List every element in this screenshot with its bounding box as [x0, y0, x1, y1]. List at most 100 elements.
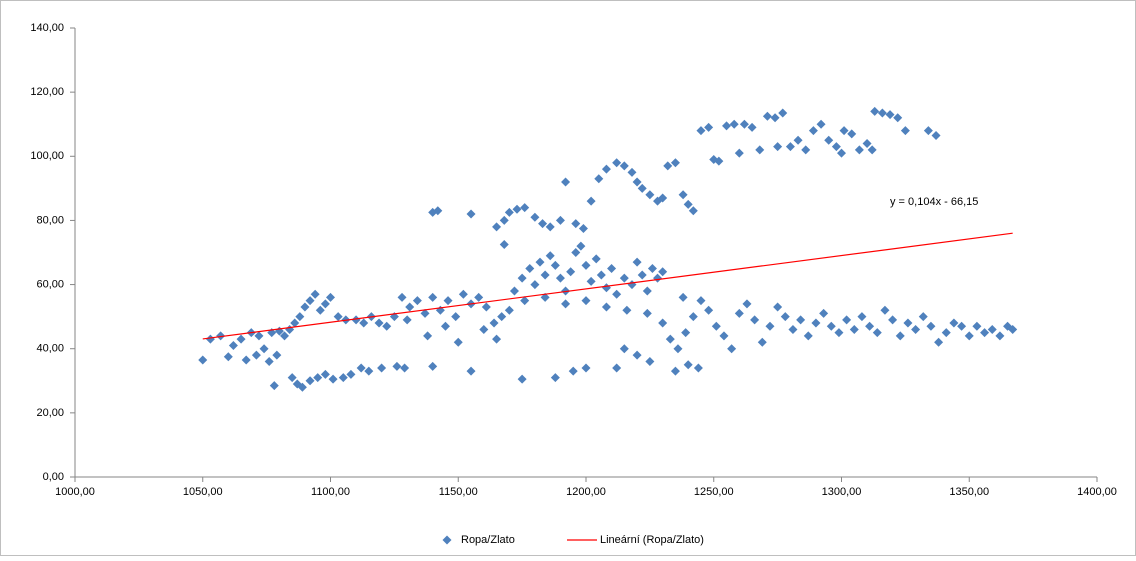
scatter-point: [297, 382, 307, 392]
scatter-point: [578, 223, 588, 233]
scatter-point: [451, 312, 461, 322]
scatter-point: [895, 331, 905, 341]
scatter-point: [205, 334, 215, 344]
scatter-point: [586, 276, 596, 286]
x-tick-label: 1200,00: [566, 486, 606, 498]
scatter-point: [443, 296, 453, 306]
scatter-point: [619, 344, 629, 354]
scatter-point: [796, 315, 806, 325]
scatter-point: [586, 196, 596, 206]
scatter-point: [645, 357, 655, 367]
legend-marker: [442, 535, 452, 545]
scatter-point: [903, 318, 913, 328]
legend-label: Lineární (Ropa/Zlato): [600, 534, 704, 546]
scatter-point: [272, 350, 282, 360]
scatter-point: [619, 273, 629, 283]
scatter-point: [778, 108, 788, 118]
scatter-point: [315, 305, 325, 315]
scatter-point: [397, 292, 407, 302]
scatter-point: [509, 286, 519, 296]
scatter-point: [1008, 324, 1018, 334]
scatter-point: [849, 324, 859, 334]
scatter-point: [673, 344, 683, 354]
scatter-point: [762, 111, 772, 121]
scatter-point: [382, 321, 392, 331]
scatter-point: [980, 328, 990, 338]
scatter-point: [290, 318, 300, 328]
scatter-point: [842, 315, 852, 325]
scatter-point: [596, 270, 606, 280]
scatter-point: [223, 352, 233, 362]
scatter-point: [637, 270, 647, 280]
scatter-point: [926, 321, 936, 331]
scatter-point: [803, 331, 813, 341]
scatter-point: [545, 222, 555, 232]
scatter-point: [612, 289, 622, 299]
scatter-point: [632, 350, 642, 360]
scatter-point: [931, 130, 941, 140]
scatter-point: [870, 106, 880, 116]
x-tick-label: 1350,00: [949, 486, 989, 498]
scatter-point: [458, 289, 468, 299]
scatter-point: [466, 209, 476, 219]
scatter-point: [538, 219, 548, 229]
scatter-point: [499, 239, 509, 249]
x-tick-label: 1100,00: [311, 486, 350, 498]
scatter-point: [466, 366, 476, 376]
scatter-point: [934, 337, 944, 347]
scatter-point: [328, 374, 338, 384]
scatter-point: [918, 312, 928, 322]
scatter-point: [428, 292, 438, 302]
scatter-point: [540, 292, 550, 302]
scatter-point: [295, 312, 305, 322]
scatter-point: [742, 299, 752, 309]
x-tick-label: 1000,00: [55, 486, 95, 498]
scatter-point: [550, 260, 560, 270]
y-tick-label: 0,00: [43, 471, 64, 483]
scatter-point: [714, 156, 724, 166]
scatter-point: [727, 344, 737, 354]
scatter-point: [949, 318, 959, 328]
scatter-point: [198, 355, 208, 365]
scatter-point: [612, 158, 622, 168]
scatter-point: [877, 108, 887, 118]
scatter-point: [987, 324, 997, 334]
scatter-point: [356, 363, 366, 373]
scatter-point: [254, 331, 264, 341]
scatter-point: [377, 363, 387, 373]
scatter-point: [911, 324, 921, 334]
scatter-point: [885, 110, 895, 120]
scatter-point: [834, 328, 844, 338]
scatter-point: [300, 302, 310, 312]
scatter-point: [530, 212, 540, 222]
scatter-point: [719, 331, 729, 341]
y-tick-label: 40,00: [36, 343, 64, 355]
scatter-point: [492, 222, 502, 232]
scatter-point: [872, 328, 882, 338]
scatter-point: [765, 321, 775, 331]
legend-label: Ropa/Zlato: [461, 534, 515, 546]
scatter-point: [747, 122, 757, 132]
scatter-point: [957, 321, 967, 331]
scatter-point: [364, 366, 374, 376]
scatter-point: [566, 267, 576, 277]
scatter-point: [405, 302, 415, 312]
scatter-point: [862, 138, 872, 148]
scatter-point: [941, 328, 951, 338]
scatter-point: [964, 331, 974, 341]
scatter-point: [627, 167, 637, 177]
scatter-point: [576, 241, 586, 251]
scatter-point: [865, 321, 875, 331]
scatter-point: [755, 145, 765, 155]
scatter-point: [757, 337, 767, 347]
y-tick-label: 120,00: [30, 86, 64, 98]
scatter-point: [867, 145, 877, 155]
scatter-point: [525, 264, 535, 274]
scatter-point: [474, 292, 484, 302]
scatter-point: [704, 305, 714, 315]
scatter-point: [647, 264, 657, 274]
scatter-point: [893, 113, 903, 123]
scatter-point: [696, 126, 706, 136]
scatter-point: [734, 148, 744, 158]
